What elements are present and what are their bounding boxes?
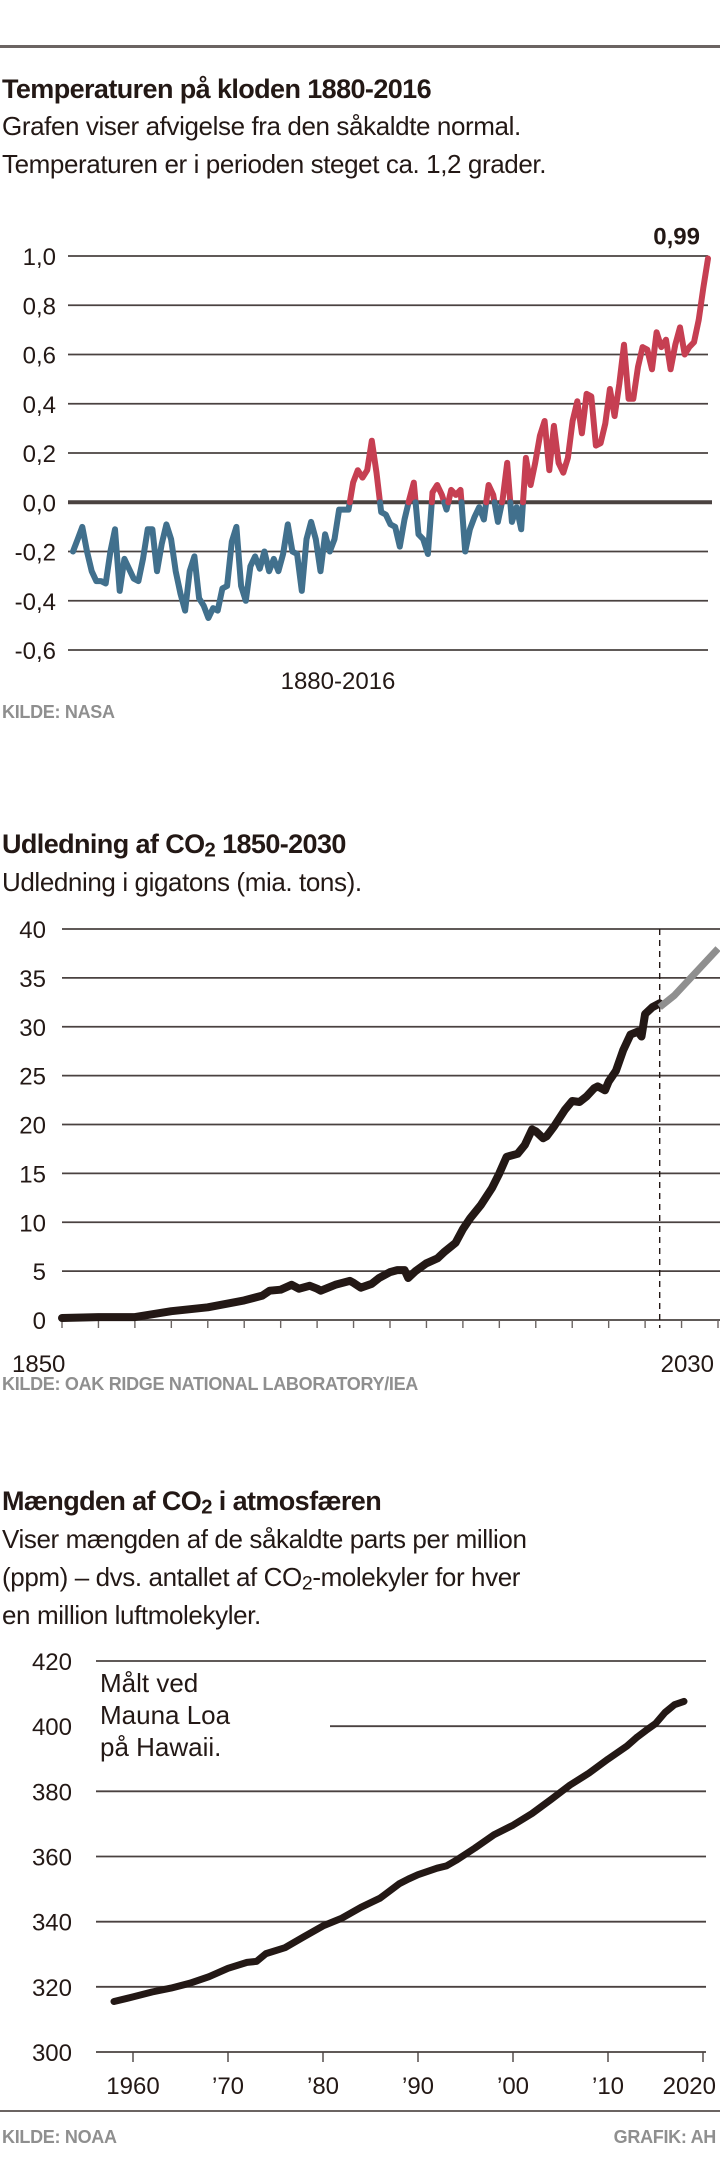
y-tick-label: 40	[19, 917, 46, 944]
atmosphere-subtitle-subscript: 2	[301, 1572, 313, 1595]
temperature-line-above-normal	[520, 255, 711, 506]
atmosphere-subtitle-line-3: en million luftmolekyler.	[2, 1600, 261, 1630]
emissions-title-subscript: 2	[204, 839, 216, 862]
y-tick-label: 25	[19, 1064, 46, 1091]
temperature-subtitle-line-2: Temperaturen er i perioden steget ca. 1,…	[2, 149, 547, 179]
emissions-chart: 0 5 10 15 20 25 30 35 40 1850 2030	[12, 917, 720, 1378]
y-tick-label: 300	[32, 2040, 72, 2067]
y-tick-label: 360	[32, 1845, 72, 1872]
y-tick-label: 20	[19, 1113, 46, 1140]
y-tick-label: 30	[19, 1015, 46, 1042]
temperature-line-above-normal	[445, 486, 465, 506]
x-tick-label-start: 1850	[12, 1351, 65, 1378]
y-tick-label: 0,4	[23, 392, 56, 419]
temperature-line-above-normal	[499, 459, 514, 506]
graphic-credit: GRAFIK: AH	[613, 2127, 717, 2147]
measurement-note-line: Målt ved	[100, 1668, 198, 1698]
temperature-chart: 1,0 0,8 0,6 0,4 0,2 0,0 -0,2 -0,4 -0,6 0,99 1880-2…	[15, 223, 712, 695]
temperature-line-above-normal	[428, 482, 448, 506]
temperature-source: KILDE: NASA	[2, 702, 115, 722]
atmosphere-title-prefix: Mængden af CO	[2, 1486, 202, 1516]
temperature-subtitle-line-1: Grafen viser afvigelse fra den såkaldte …	[2, 111, 521, 141]
y-tick-label: -0,6	[15, 638, 56, 665]
emissions-chart-title: Udledning af CO2 1850-2030	[2, 827, 346, 868]
y-tick-label: 0,2	[23, 441, 56, 468]
temperature-line-below-normal	[458, 499, 490, 555]
temperature-chart-title: Temperaturen på kloden 1880-2016	[2, 74, 432, 104]
x-axis-label: 1880-2016	[281, 668, 396, 695]
x-tick-label: ’80	[307, 2073, 339, 2100]
y-tick-label: -0,2	[15, 540, 56, 567]
atmosphere-title-subscript: 2	[201, 1496, 212, 1519]
top-rule	[0, 45, 720, 48]
atmosphere-title-suffix: i atmosfæren	[211, 1486, 382, 1516]
temperature-line-below-normal	[412, 499, 435, 557]
emissions-historical-line	[58, 999, 664, 1322]
y-tick-label: 400	[32, 1714, 72, 1741]
emissions-subtitle: Udledning i gigatons (mia. tons).	[2, 867, 362, 897]
x-tick-label: 1960	[106, 2073, 159, 2100]
co2-concentration-line	[110, 1697, 688, 2005]
x-tick-label-end: 2030	[661, 1351, 714, 1378]
measurement-note-line: Mauna Loa	[100, 1700, 231, 1730]
y-tick-label: 380	[32, 1779, 72, 1806]
y-tick-label: 15	[19, 1161, 46, 1188]
x-tick-label: 2020	[663, 2073, 716, 2100]
x-tick-label: ’70	[212, 2073, 244, 2100]
emissions-projection-line	[657, 946, 720, 1010]
temperature-line-below-normal	[377, 499, 412, 550]
y-tick-label: 10	[19, 1210, 46, 1237]
atmosphere-subtitle-line-2-prefix: (ppm) – dvs. antallet af CO	[2, 1562, 302, 1592]
atmosphere-subtitle-line-2-suffix: -molekyler for hver	[312, 1562, 521, 1592]
y-tick-label: 0,0	[23, 490, 56, 517]
bottom-rule	[0, 2110, 720, 2112]
temperature-line-above-normal	[346, 437, 383, 506]
measurement-note-line: på Hawaii.	[100, 1732, 221, 1762]
temperature-line-above-normal	[483, 482, 498, 506]
y-tick-label: 0,6	[23, 343, 56, 370]
y-tick-label: 0	[33, 1308, 46, 1335]
temperature-line-above-normal	[405, 479, 419, 506]
y-tick-label: 5	[33, 1259, 46, 1286]
emissions-source: KILDE: OAK RIDGE NATIONAL LABORATORY/IEA	[2, 1374, 419, 1394]
x-tick-label: ’10	[592, 2073, 624, 2100]
y-tick-label: 35	[19, 966, 46, 993]
atmosphere-chart-title: Mængden af CO2 i atmosfæren	[2, 1484, 382, 1525]
atmosphere-source: KILDE: NOAA	[2, 2127, 117, 2147]
y-tick-label: 1,0	[23, 244, 56, 271]
temperature-line-below-normal	[70, 499, 353, 621]
y-tick-label: 340	[32, 1910, 72, 1937]
temperature-line-below-normal	[491, 499, 505, 525]
y-tick-label: 320	[32, 1975, 72, 2002]
emissions-title-prefix: Udledning af CO	[2, 829, 205, 859]
y-tick-label: 0,8	[23, 293, 56, 320]
y-tick-label: -0,4	[15, 589, 56, 616]
atmosphere-chart: 300 320 340 360 380 400 420 1960 ’70 ’80 ’90 ’00 ’10…	[32, 1649, 716, 2100]
x-tick-label: ’90	[402, 2073, 434, 2100]
emissions-title-suffix: 1850-2030	[215, 829, 346, 859]
peak-value-label: 0,99	[653, 223, 700, 250]
atmosphere-subtitle-line-1: Viser mængden af de såkaldte parts per m…	[2, 1524, 527, 1554]
temperature-line-below-normal	[507, 499, 526, 533]
y-tick-label: 420	[32, 1649, 72, 1676]
atmosphere-subtitle-line-2: (ppm) – dvs. antallet af CO2-molekyler f…	[2, 1558, 520, 1603]
x-tick-label: ’00	[497, 2073, 529, 2100]
